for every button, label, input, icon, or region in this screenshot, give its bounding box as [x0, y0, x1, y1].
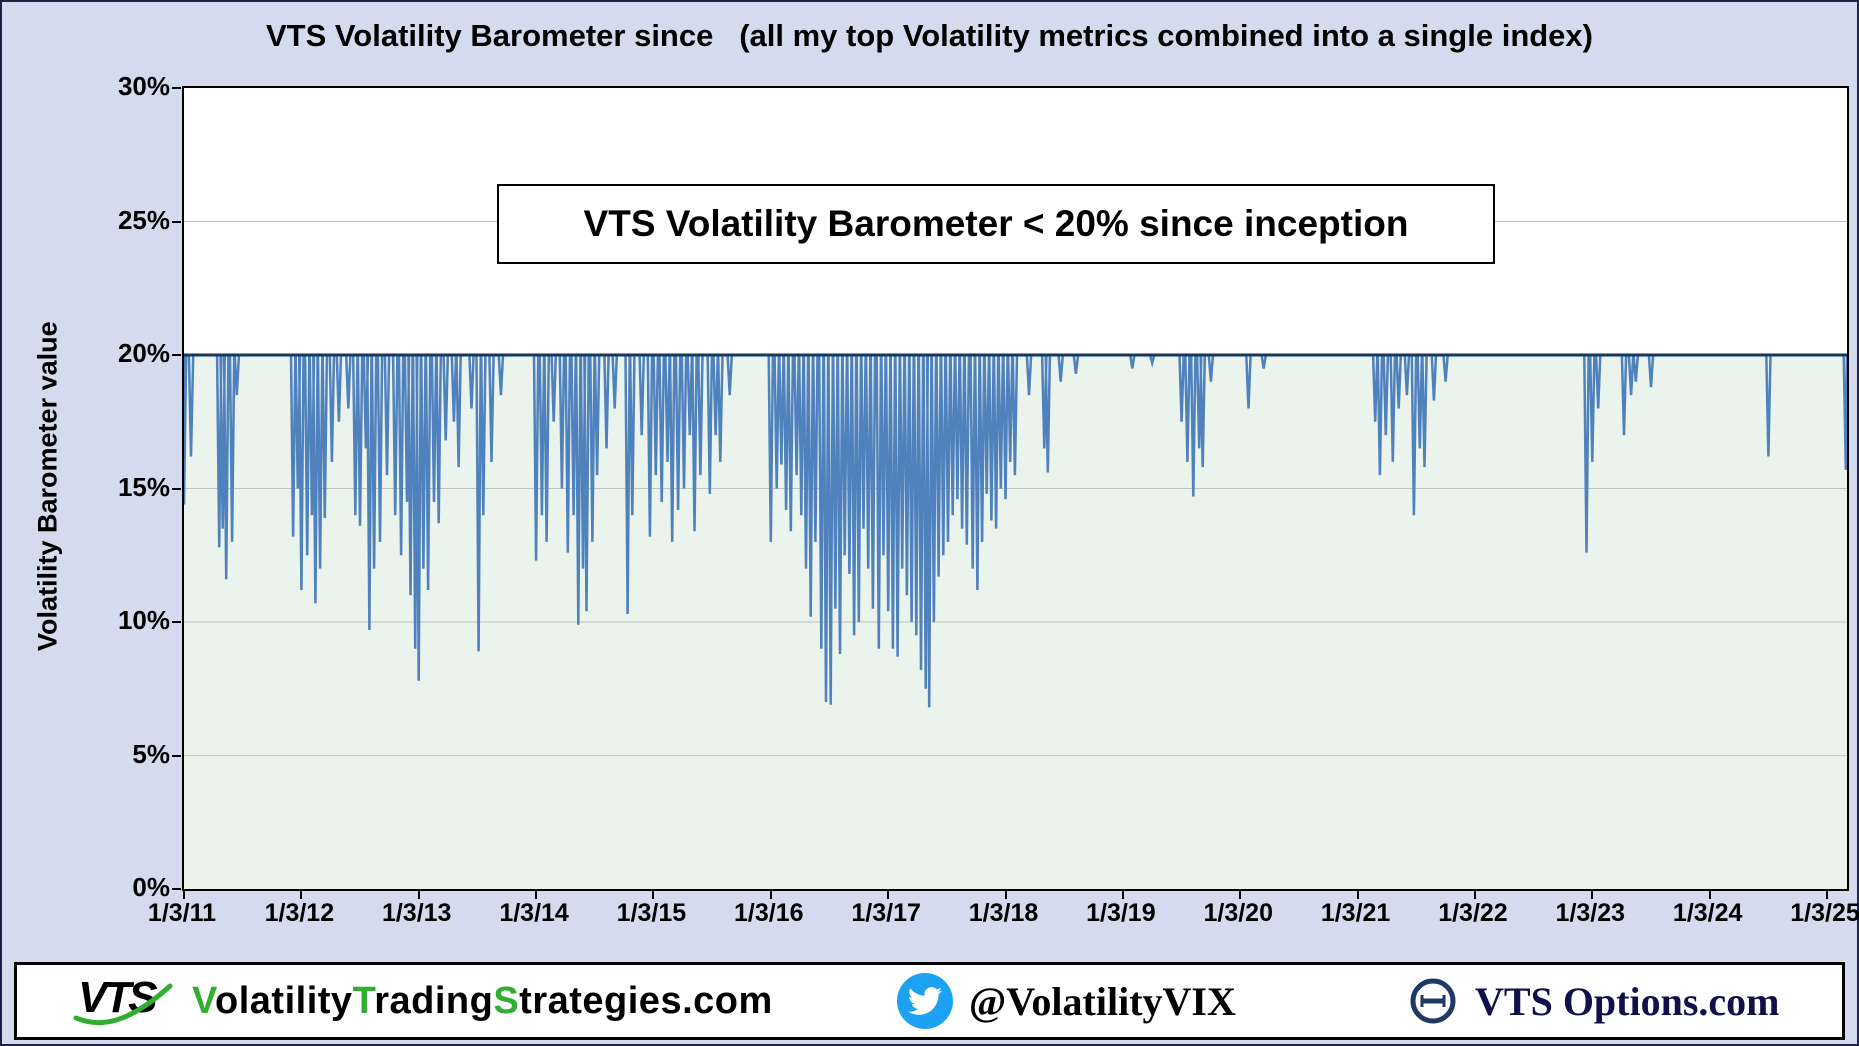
x-tick-mark [183, 891, 185, 899]
page-title: VTS Volatility Barometer since (all my t… [266, 18, 1593, 53]
x-tick-mark [1121, 891, 1124, 899]
x-tick-mark [1826, 891, 1829, 899]
volatility-barometer-chart [184, 221, 1847, 889]
annotation-box: VTS Volatility Barometer < 20% since inc… [497, 184, 1495, 264]
x-tick-label: 1/3/19 [1086, 899, 1156, 927]
y-tick-label: 15% [117, 471, 170, 502]
y-tick-label: 20% [117, 338, 170, 368]
x-tick-mark [652, 891, 655, 899]
x-tick-label: 1/3/12 [264, 899, 335, 927]
x-tick-mark [417, 891, 420, 899]
x-tick-mark [300, 891, 303, 899]
x-tick-mark [1473, 891, 1476, 899]
site-name-segment: T [352, 979, 375, 1022]
y-tick-label: 0% [132, 872, 170, 902]
y-tick-mark [172, 621, 181, 623]
x-tick-label: 1/3/21 [1320, 899, 1391, 927]
footer-twitter-group: @VolatilityVIX [897, 973, 1236, 1029]
y-tick-label: 10% [117, 605, 170, 635]
x-tick-label: 1/3/14 [499, 899, 569, 927]
x-tick-label: 1/3/18 [968, 899, 1039, 927]
x-tick-label: 1/3/20 [1203, 899, 1273, 927]
footer-banner: VTS VolatilityTradingStrategies.com @Vol… [14, 962, 1845, 1040]
options-site: VTS Options.com [1475, 978, 1780, 1024]
x-tick-mark [887, 891, 890, 899]
x-tick-label: 1/3/11 [147, 899, 217, 927]
x-tick-label: 1/3/24 [1672, 899, 1743, 927]
site-name-segment: rading [374, 979, 494, 1022]
x-tick-label: 1/3/13 [381, 899, 452, 927]
y-tick-mark [172, 754, 181, 757]
y-tick-mark [172, 888, 181, 890]
site-name-segment: V [192, 979, 216, 1022]
site-name-segment: trategies [519, 979, 683, 1022]
y-tick-mark [172, 487, 181, 490]
x-tick-label: 1/3/16 [734, 899, 804, 927]
y-tick-mark [172, 354, 181, 356]
x-tick-label: 1/3/22 [1438, 899, 1508, 927]
y-tick-label: 5% [132, 738, 170, 769]
y-tick-label: 30% [117, 71, 170, 101]
twitter-handle: @VolatilityVIX [969, 978, 1236, 1024]
footer-options-group: VTS Options.com [1407, 975, 1780, 1027]
twitter-icon [897, 973, 953, 1029]
footer-brand-group: VTS VolatilityTradingStrategies.com [72, 972, 773, 1030]
site-name-segment: S [493, 979, 520, 1022]
x-tick-mark [1356, 891, 1359, 899]
x-tick-mark [1004, 891, 1007, 899]
x-tick-mark [1239, 891, 1242, 899]
x-tick-label: 1/3/25 [1790, 899, 1859, 927]
y-tick-label: 25% [117, 204, 170, 235]
x-tick-mark [1708, 891, 1711, 899]
y-tick-mark [172, 87, 181, 89]
vts-logo-icon: VTS [73, 973, 173, 1026]
theta-icon [1410, 978, 1456, 1024]
site-name-segment: olatility [215, 979, 353, 1022]
plot-area: VTS Volatility Barometer < 20% since inc… [182, 86, 1849, 891]
x-tick-label: 1/3/23 [1555, 899, 1626, 927]
annotation-text: VTS Volatility Barometer < 20% since inc… [583, 203, 1409, 244]
y-tick-mark [172, 220, 181, 223]
x-tick-mark [535, 891, 538, 899]
site-name-segment: .com [682, 979, 773, 1022]
site-name: VolatilityTradingStrategies.com [192, 980, 773, 1023]
x-tick-label: 1/3/17 [851, 899, 921, 927]
x-tick-mark [769, 891, 772, 899]
x-tick-mark [1591, 891, 1594, 899]
y-axis-title: Volatility Barometer value [32, 321, 63, 652]
x-tick-label: 1/3/15 [616, 899, 687, 927]
vts-logo-text: VTS [78, 973, 157, 1022]
